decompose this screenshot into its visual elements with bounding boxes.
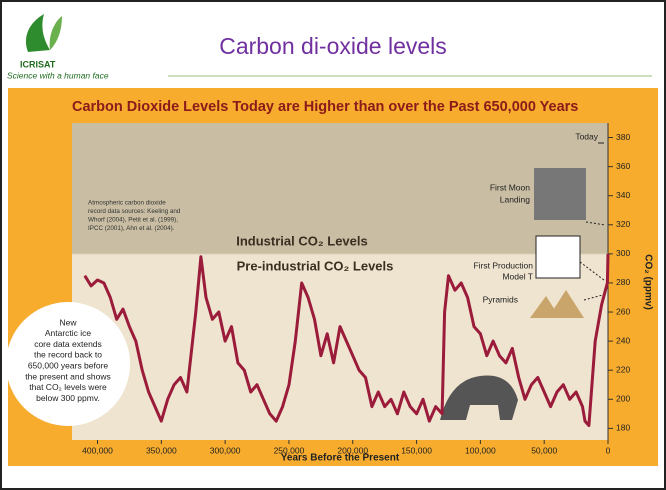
band-label: Industrial CO₂ Levels [236, 233, 367, 248]
preindustrial-band [72, 253, 608, 440]
mammoth-image [440, 375, 518, 420]
logo-leaf [25, 14, 50, 52]
leader [585, 221, 605, 226]
source-text: Atmospheric carbon dioxide [88, 200, 166, 207]
x-axis-label: Years Before the Present [281, 453, 400, 464]
x-tick-label: 300,000 [210, 445, 241, 455]
y-tick-label: 300 [616, 248, 630, 258]
source-text: IPCC (2001), Ahn et al. (2004). [88, 225, 175, 232]
x-tick-label: 150,000 [401, 445, 432, 455]
y-axis-label: CO₂ (ppmv) [642, 254, 653, 310]
note-text: New [59, 317, 77, 327]
y-tick-label: 360 [616, 161, 630, 171]
y-tick-label: 260 [616, 306, 630, 316]
note-text: below 300 ppmv. [36, 393, 100, 403]
x-tick-label: 250,000 [274, 445, 305, 455]
industrial-band [72, 123, 608, 254]
note-text: 650,000 years before [28, 360, 109, 370]
note-text: the record back to [34, 350, 102, 360]
note-text: core data extends [34, 339, 102, 349]
pyramids-image [530, 290, 584, 318]
x-tick-label: 350,000 [146, 445, 177, 455]
moon-image [534, 168, 586, 220]
note-text: that CO₂ levels were [29, 382, 107, 392]
source-text: Whorf (2004), Petit et al. (1999), [88, 217, 178, 224]
note-text: the present and shows [25, 371, 111, 381]
leader [579, 261, 605, 281]
annotation: First Moon [490, 182, 530, 192]
annotation: Model T [502, 271, 533, 281]
chart-title: Carbon Dioxide Levels Today are Higher t… [72, 99, 578, 115]
x-tick-label: 200,000 [337, 445, 368, 455]
y-tick-label: 320 [616, 219, 630, 229]
logo-text: ICRISAT [20, 59, 56, 69]
y-tick-label: 340 [616, 190, 630, 200]
car-image [535, 235, 581, 279]
x-tick-label: 400,000 [82, 445, 113, 455]
x-tick-label: 100,000 [465, 445, 496, 455]
tagline: Science with a human face [7, 70, 109, 80]
logo-leaf [49, 16, 62, 50]
y-tick-label: 200 [616, 394, 630, 404]
annotation: Pyramids [483, 294, 518, 304]
y-tick-label: 180 [616, 423, 630, 433]
note-text: Antarctic ice [45, 328, 92, 338]
annotation: First Production [473, 260, 533, 270]
band-label: Pre-industrial CO₂ Levels [237, 258, 394, 273]
y-tick-label: 220 [616, 364, 630, 374]
leader [583, 294, 605, 301]
note-bubble [6, 302, 130, 426]
slide-title: Carbon di-oxide levels [219, 33, 447, 59]
source-text: record data sources: Keeling and [88, 208, 181, 215]
x-tick-label: 50,000 [531, 445, 557, 455]
annotation: Landing [500, 194, 531, 204]
y-tick-label: 280 [616, 277, 630, 287]
annotation: Today [575, 131, 598, 141]
co2-line [83, 253, 610, 427]
x-tick-label: 0 [606, 445, 611, 455]
y-tick-label: 240 [616, 335, 630, 345]
y-tick-label: 380 [616, 132, 630, 142]
